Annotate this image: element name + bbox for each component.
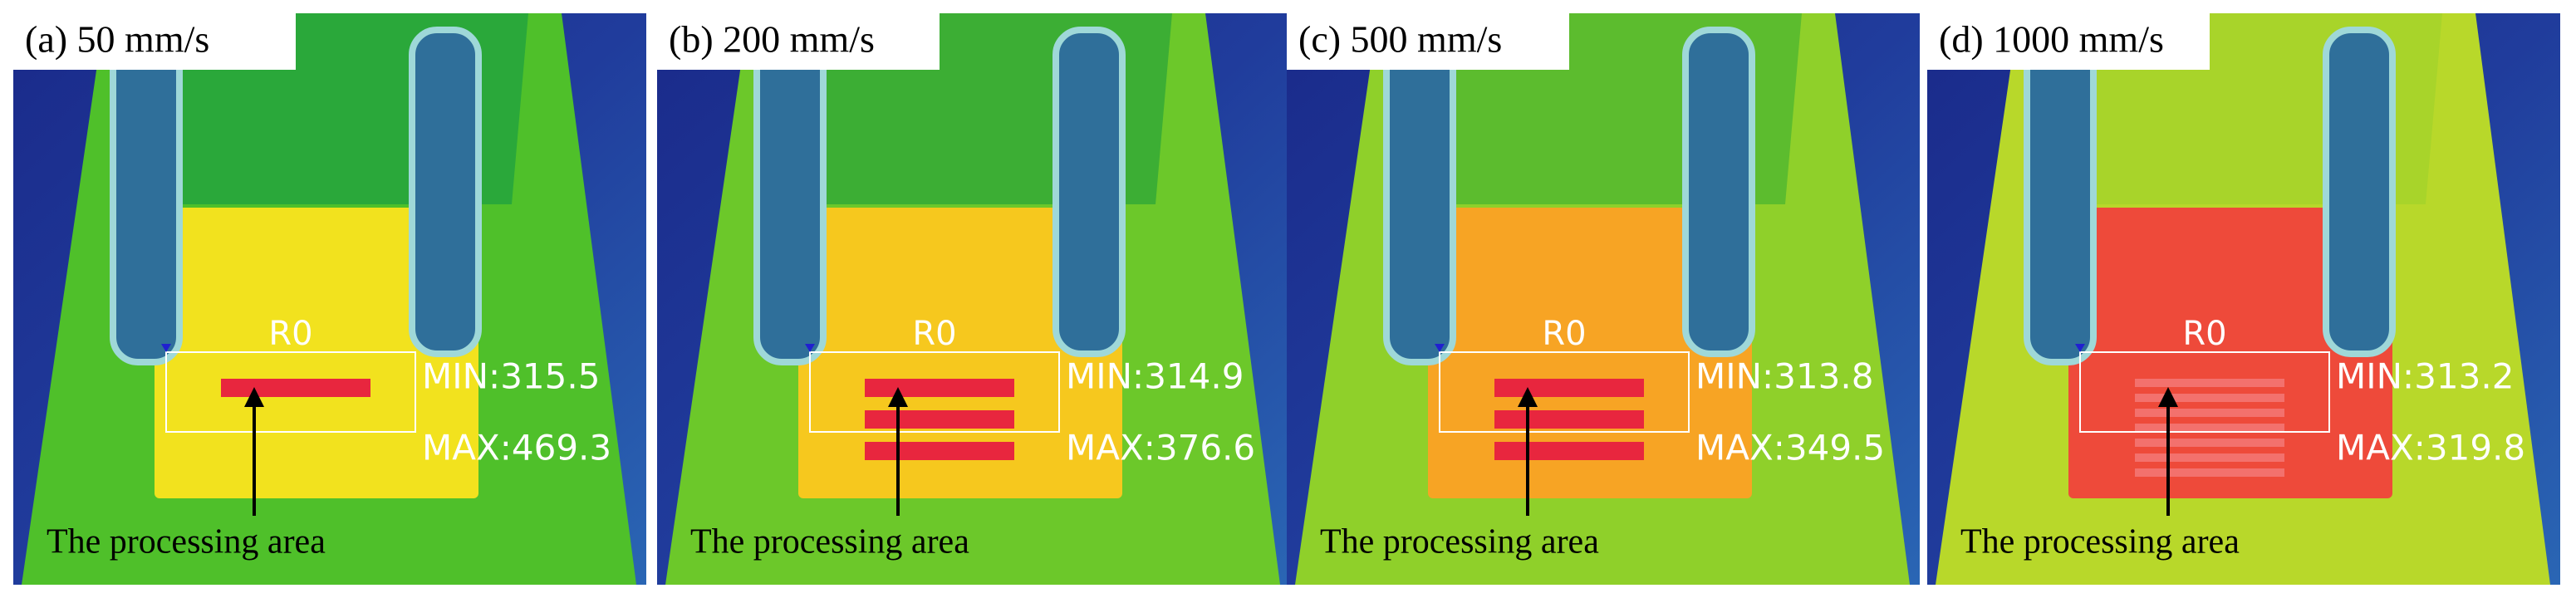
panel: R0 MIN:314.9 MAX:376.6 (b) 200 mm/s The proc…: [657, 13, 1290, 585]
max-temperature: MAX:376.6: [1066, 428, 1255, 468]
processed-strip: [1494, 442, 1644, 460]
roi-box: [809, 351, 1060, 433]
clamp-right: [2323, 27, 2396, 357]
processed-strip: [2135, 439, 2284, 447]
processed-strip: [2135, 424, 2284, 432]
roi-marker: [1435, 344, 1445, 352]
annotation: The processing area: [690, 523, 969, 561]
clamp-left: [110, 27, 183, 365]
panel-label: (a) 50 mm/s: [25, 18, 209, 61]
min-temperature: MIN:315.5: [422, 356, 600, 397]
roi-label: R0: [912, 315, 956, 353]
roi-box: [2079, 351, 2330, 433]
roi-label: R0: [1542, 315, 1586, 353]
label-box: [657, 13, 940, 70]
clamp-left: [2024, 27, 2097, 365]
processed-strip: [2135, 453, 2284, 462]
processed-strip: [865, 442, 1014, 460]
panel-label: (b) 200 mm/s: [669, 18, 875, 61]
processed-strip: [865, 379, 1014, 397]
panel: R0 MIN:313.2 MAX:319.8 (d) 1000 mm/s The pro…: [1927, 13, 2560, 585]
clamp-left: [1383, 27, 1456, 365]
panel: R0 MIN:313.8 MAX:349.5 (c) 500 mm/s The proc…: [1287, 13, 1920, 585]
annotation: The processing area: [47, 523, 326, 561]
min-temperature: MIN:313.2: [2336, 356, 2514, 397]
panel-label: (d) 1000 mm/s: [1939, 18, 2164, 61]
processed-strip: [2135, 409, 2284, 417]
clamp-right: [409, 27, 482, 357]
max-temperature: MAX:469.3: [422, 428, 611, 468]
roi-box: [1439, 351, 1690, 433]
label-box: [1287, 13, 1569, 70]
roi-label: R0: [2182, 315, 2226, 353]
processed-strip: [1494, 379, 1644, 397]
label-box: [13, 13, 296, 70]
roi-marker: [805, 344, 815, 352]
clamp-left: [753, 27, 827, 365]
roi-marker: [161, 344, 171, 352]
roi-marker: [2075, 344, 2085, 352]
clamp-right: [1052, 27, 1126, 357]
processed-strip: [865, 410, 1014, 429]
processed-strip: [2135, 379, 2284, 387]
roi-box: [165, 351, 416, 433]
processed-strip: [2135, 394, 2284, 402]
max-temperature: MAX:349.5: [1695, 428, 1885, 468]
clamp-right: [1682, 27, 1755, 357]
panel-label: (c) 500 mm/s: [1298, 18, 1502, 61]
min-temperature: MIN:314.9: [1066, 356, 1244, 397]
max-temperature: MAX:319.8: [2336, 428, 2525, 468]
processed-strip: [221, 379, 370, 397]
annotation: The processing area: [1960, 523, 2240, 561]
label-box: [1927, 13, 2210, 70]
processed-strip: [1494, 410, 1644, 429]
min-temperature: MIN:313.8: [1695, 356, 1873, 397]
roi-label: R0: [268, 315, 312, 353]
panel: R0 MIN:315.5 MAX:469.3 (a) 50 mm/s The proce…: [13, 13, 646, 585]
processed-strip: [2135, 468, 2284, 477]
annotation: The processing area: [1320, 523, 1599, 561]
